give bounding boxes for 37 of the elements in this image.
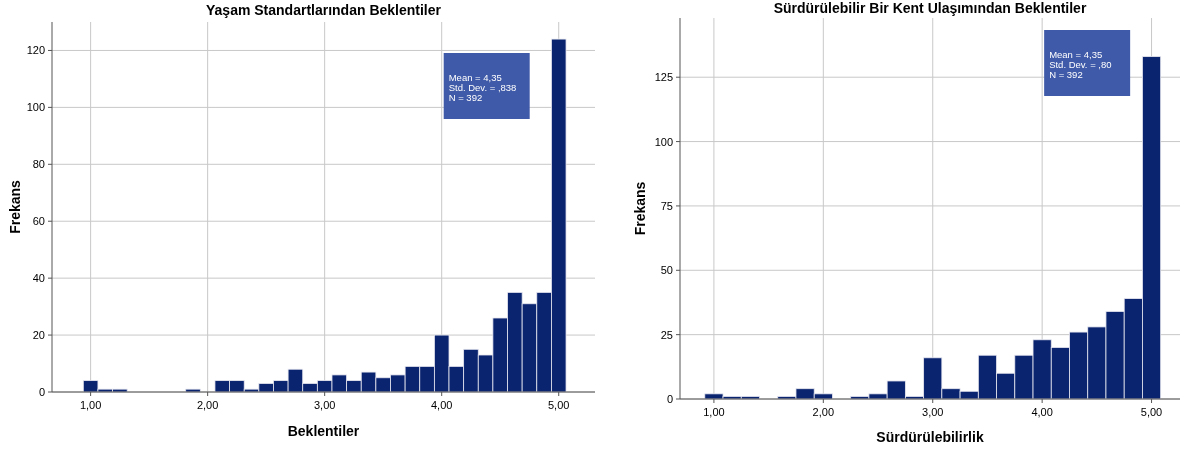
y-tick-label: 50 <box>660 264 673 277</box>
y-tick-label: 75 <box>660 199 673 212</box>
annotation: Std. Dev. = ,838 <box>448 82 517 93</box>
x-tick-label: 3,00 <box>922 406 944 418</box>
y-tick-label: 25 <box>660 328 673 341</box>
annotation: Mean = 4,35 <box>448 72 502 83</box>
y-tick-label: 120 <box>26 44 45 57</box>
y-tick-label: 80 <box>32 158 45 171</box>
y-tick-label: 60 <box>32 215 45 228</box>
x-tick-label: 2,00 <box>812 406 835 418</box>
annotation: N = 392 <box>1049 69 1083 80</box>
y-tick-label: 100 <box>654 135 673 148</box>
x-tick-label: 4,00 <box>430 399 453 411</box>
annotation: Mean = 4,35 <box>1049 49 1103 60</box>
chart-title: Yaşam Standartlarından Beklentiler <box>206 2 442 18</box>
y-tick-label: 20 <box>32 329 45 342</box>
x-axis-title: Sürdürülebilirlik <box>876 429 984 445</box>
y-axis-title: Frekans <box>7 179 23 234</box>
y-axis-title: Frekans <box>632 181 648 236</box>
stats-box: Mean = 4,35 Std. Dev. = ,80 N = 392 <box>1044 30 1131 96</box>
x-tick-label: 2,00 <box>196 399 219 411</box>
x-tick-label: 3,00 <box>313 399 336 411</box>
x-tick-label: 5,00 <box>1140 406 1163 418</box>
x-tick-label: 1,00 <box>703 406 725 418</box>
annotation: N = 392 <box>448 92 483 103</box>
x-axis-title: Beklentiler <box>287 423 360 439</box>
chart-title: Sürdürülebilir Bir Kent Ulaşımından Beklentiler <box>773 0 1087 16</box>
x-tick-label: 4,00 <box>1031 406 1053 418</box>
y-tick-label: 0 <box>38 386 45 398</box>
y-tick-label: 100 <box>26 101 45 114</box>
y-tick-label: 125 <box>654 71 673 84</box>
stats-box: Mean = 4,35 Std. Dev. = ,838 N = 392 <box>443 53 530 119</box>
x-tick-label: 1,00 <box>79 399 102 411</box>
y-tick-label: 40 <box>32 272 45 285</box>
annotation: Std. Dev. = ,80 <box>1049 59 1112 70</box>
y-tick-label: 0 <box>666 393 673 405</box>
x-tick-label: 5,00 <box>548 399 570 411</box>
